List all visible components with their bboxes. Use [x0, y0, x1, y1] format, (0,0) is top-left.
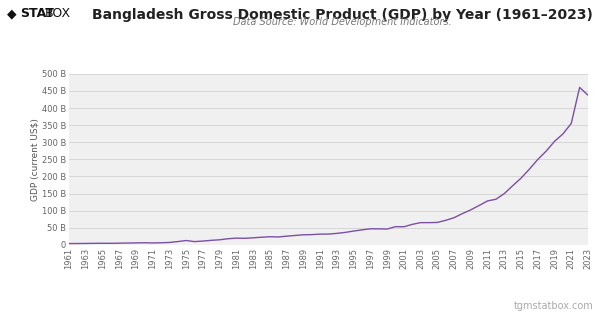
Text: STAT: STAT — [20, 7, 53, 20]
Y-axis label: GDP (current US$): GDP (current US$) — [30, 118, 39, 201]
Text: Bangladesh Gross Domestic Product (GDP) by Year (1961–2023): Bangladesh Gross Domestic Product (GDP) … — [92, 8, 592, 22]
Text: BOX: BOX — [44, 7, 71, 20]
Text: tgmstatbox.com: tgmstatbox.com — [514, 301, 594, 311]
Text: ◆: ◆ — [7, 7, 17, 20]
Text: Data Source: World Development Indicators.: Data Source: World Development Indicator… — [233, 17, 451, 27]
